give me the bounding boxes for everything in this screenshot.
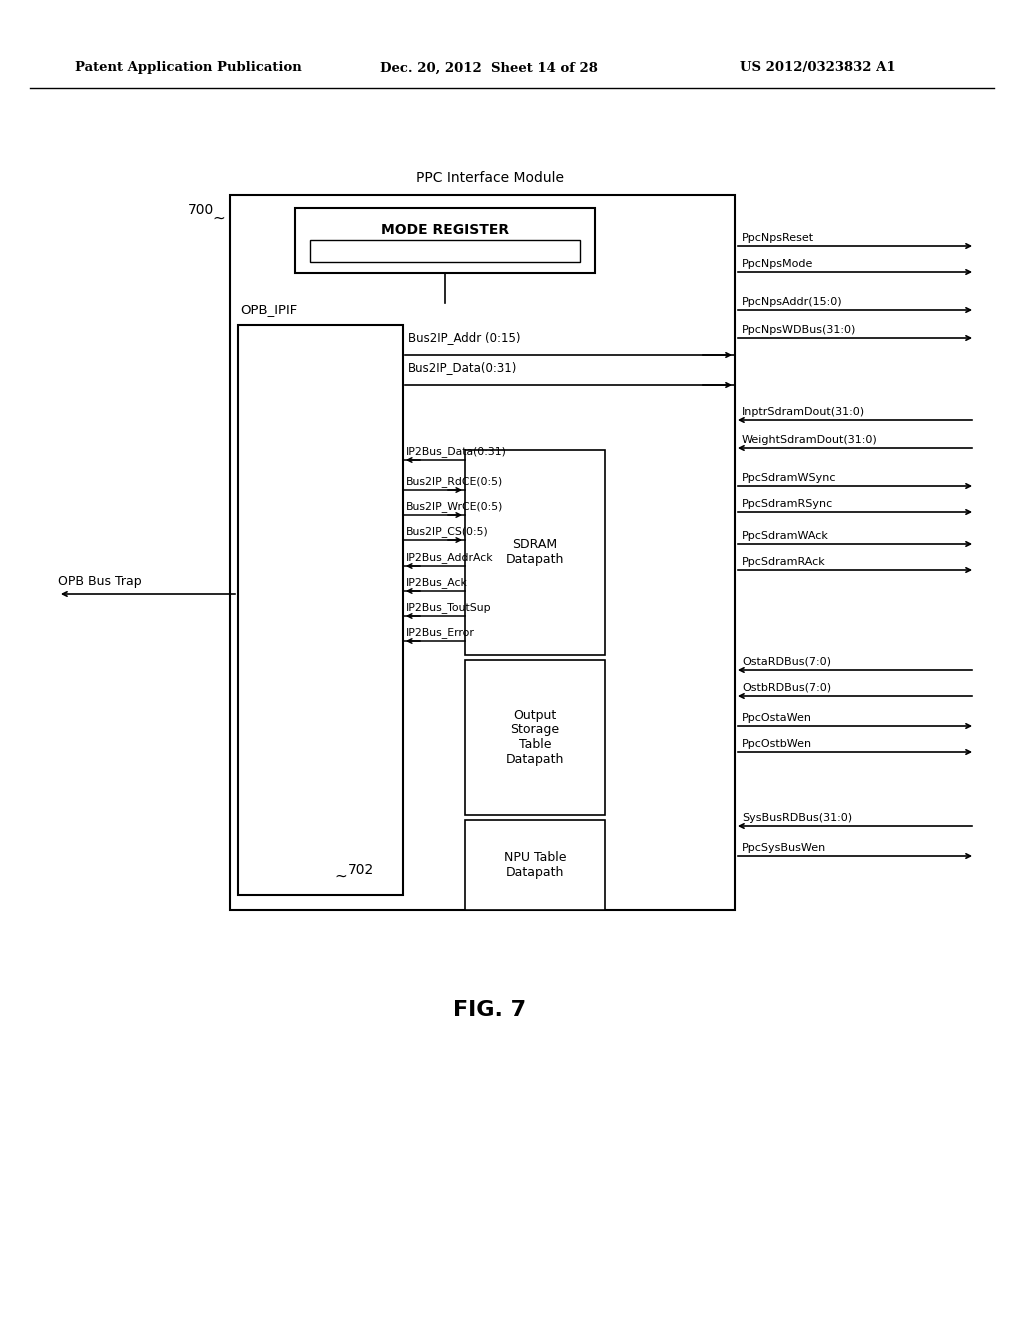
Text: IP2Bus_Ack: IP2Bus_Ack	[406, 577, 468, 587]
Bar	[238, 325, 403, 895]
Text: IP2Bus_Data(0:31): IP2Bus_Data(0:31)	[406, 446, 507, 457]
Text: ~: ~	[334, 869, 347, 883]
Text: Bus2IP_Addr (0:15): Bus2IP_Addr (0:15)	[408, 331, 520, 345]
Text: PpcSysBusWen: PpcSysBusWen	[742, 843, 826, 853]
Text: WeightSdramDout(31:0): WeightSdramDout(31:0)	[742, 436, 878, 445]
Text: IP2Bus_AddrAck: IP2Bus_AddrAck	[406, 552, 494, 564]
Bar	[465, 450, 605, 655]
Text: NPU Table
Datapath: NPU Table Datapath	[504, 851, 566, 879]
Text: OstbRDBus(7:0): OstbRDBus(7:0)	[742, 682, 831, 693]
Bar	[310, 240, 580, 261]
Text: PpcNpsWDBus(31:0): PpcNpsWDBus(31:0)	[742, 325, 856, 335]
Bar	[230, 195, 735, 909]
Text: Patent Application Publication: Patent Application Publication	[75, 62, 302, 74]
Text: OstaRDBus(7:0): OstaRDBus(7:0)	[742, 657, 831, 667]
Text: OPB Bus Trap: OPB Bus Trap	[58, 576, 141, 589]
Text: PpcOstbWen: PpcOstbWen	[742, 739, 812, 748]
Text: SysBusRDBus(31:0): SysBusRDBus(31:0)	[742, 813, 852, 822]
Text: Bus2IP_RdCE(0:5): Bus2IP_RdCE(0:5)	[406, 477, 503, 487]
Text: OPB_IPIF: OPB_IPIF	[240, 304, 297, 317]
Text: PpcNpsMode: PpcNpsMode	[742, 259, 813, 269]
Text: FIG. 7: FIG. 7	[454, 1001, 526, 1020]
Text: PpcSdramWSync: PpcSdramWSync	[742, 473, 837, 483]
Text: PpcSdramRAck: PpcSdramRAck	[742, 557, 825, 568]
Text: IP2Bus_ToutSup: IP2Bus_ToutSup	[406, 602, 492, 612]
Text: SDRAM
Datapath: SDRAM Datapath	[506, 539, 564, 566]
Text: 702: 702	[348, 863, 374, 876]
Text: US 2012/0323832 A1: US 2012/0323832 A1	[740, 62, 896, 74]
Bar	[465, 660, 605, 814]
Text: PPC Interface Module: PPC Interface Module	[416, 172, 564, 185]
Text: PpcSdramRSync: PpcSdramRSync	[742, 499, 834, 510]
Text: InptrSdramDout(31:0): InptrSdramDout(31:0)	[742, 407, 865, 417]
Text: Bus2IP_WrCE(0:5): Bus2IP_WrCE(0:5)	[406, 502, 504, 512]
Bar	[295, 209, 595, 273]
Bar	[465, 820, 605, 909]
Text: MODE REGISTER: MODE REGISTER	[381, 223, 509, 238]
Text: Bus2IP_CS(0:5): Bus2IP_CS(0:5)	[406, 527, 488, 537]
Text: Dec. 20, 2012  Sheet 14 of 28: Dec. 20, 2012 Sheet 14 of 28	[380, 62, 598, 74]
Text: PpcNpsReset: PpcNpsReset	[742, 234, 814, 243]
Text: IP2Bus_Error: IP2Bus_Error	[406, 627, 475, 638]
Text: PpcNpsAddr(15:0): PpcNpsAddr(15:0)	[742, 297, 843, 308]
Text: PpcSdramWAck: PpcSdramWAck	[742, 531, 828, 541]
Text: Bus2IP_Data(0:31): Bus2IP_Data(0:31)	[408, 360, 517, 374]
Text: PpcOstaWen: PpcOstaWen	[742, 713, 812, 723]
Text: ~: ~	[212, 210, 224, 226]
Text: 700: 700	[188, 203, 214, 216]
Text: Output
Storage
Table
Datapath: Output Storage Table Datapath	[506, 709, 564, 767]
